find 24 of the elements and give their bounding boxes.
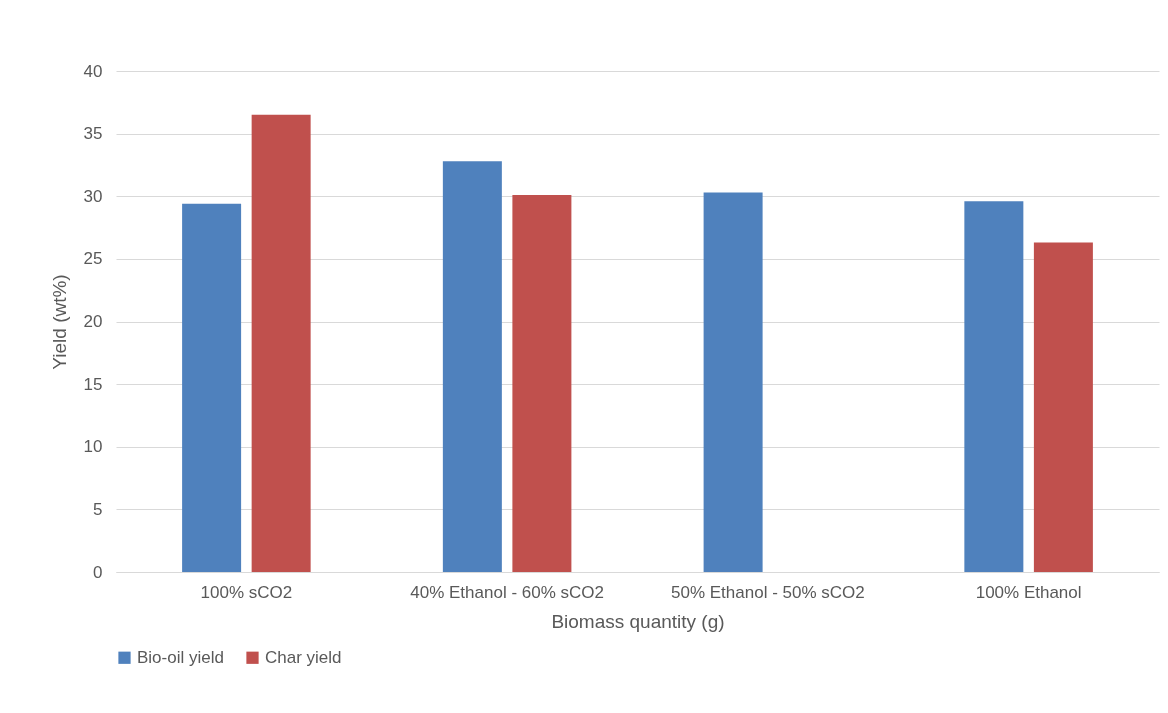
x-axis-title: Biomass quantity (g)	[551, 610, 725, 632]
bar	[182, 203, 242, 572]
y-axis-title: Yield (wt%)	[48, 274, 70, 370]
x-tick-label: 50% Ethanol - 50% sCO2	[671, 582, 865, 602]
y-tick-label: 20	[83, 312, 103, 331]
bar	[512, 195, 572, 572]
bar	[964, 201, 1024, 572]
x-tick-label: 40% Ethanol - 60% sCO2	[410, 582, 604, 602]
y-tick-label: 5	[93, 499, 103, 519]
bar	[703, 192, 763, 572]
y-tick-label: 35	[83, 124, 103, 144]
x-tick-label: 100% Ethanol	[975, 582, 1082, 602]
legend-label: Char yield	[265, 647, 342, 667]
bar	[251, 114, 311, 572]
bar	[442, 161, 502, 572]
bar	[1033, 242, 1093, 572]
y-tick-label: 0	[93, 562, 103, 582]
y-tick-label: 30	[83, 186, 103, 206]
legend-label: Bio-oil yield	[137, 647, 224, 667]
y-tick-label: 25	[83, 249, 103, 269]
y-tick-label: 15	[83, 374, 103, 394]
y-tick-label: 40	[83, 61, 103, 81]
y-tick-label: 10	[83, 437, 103, 457]
x-tick-label: 100% sCO2	[200, 582, 293, 602]
